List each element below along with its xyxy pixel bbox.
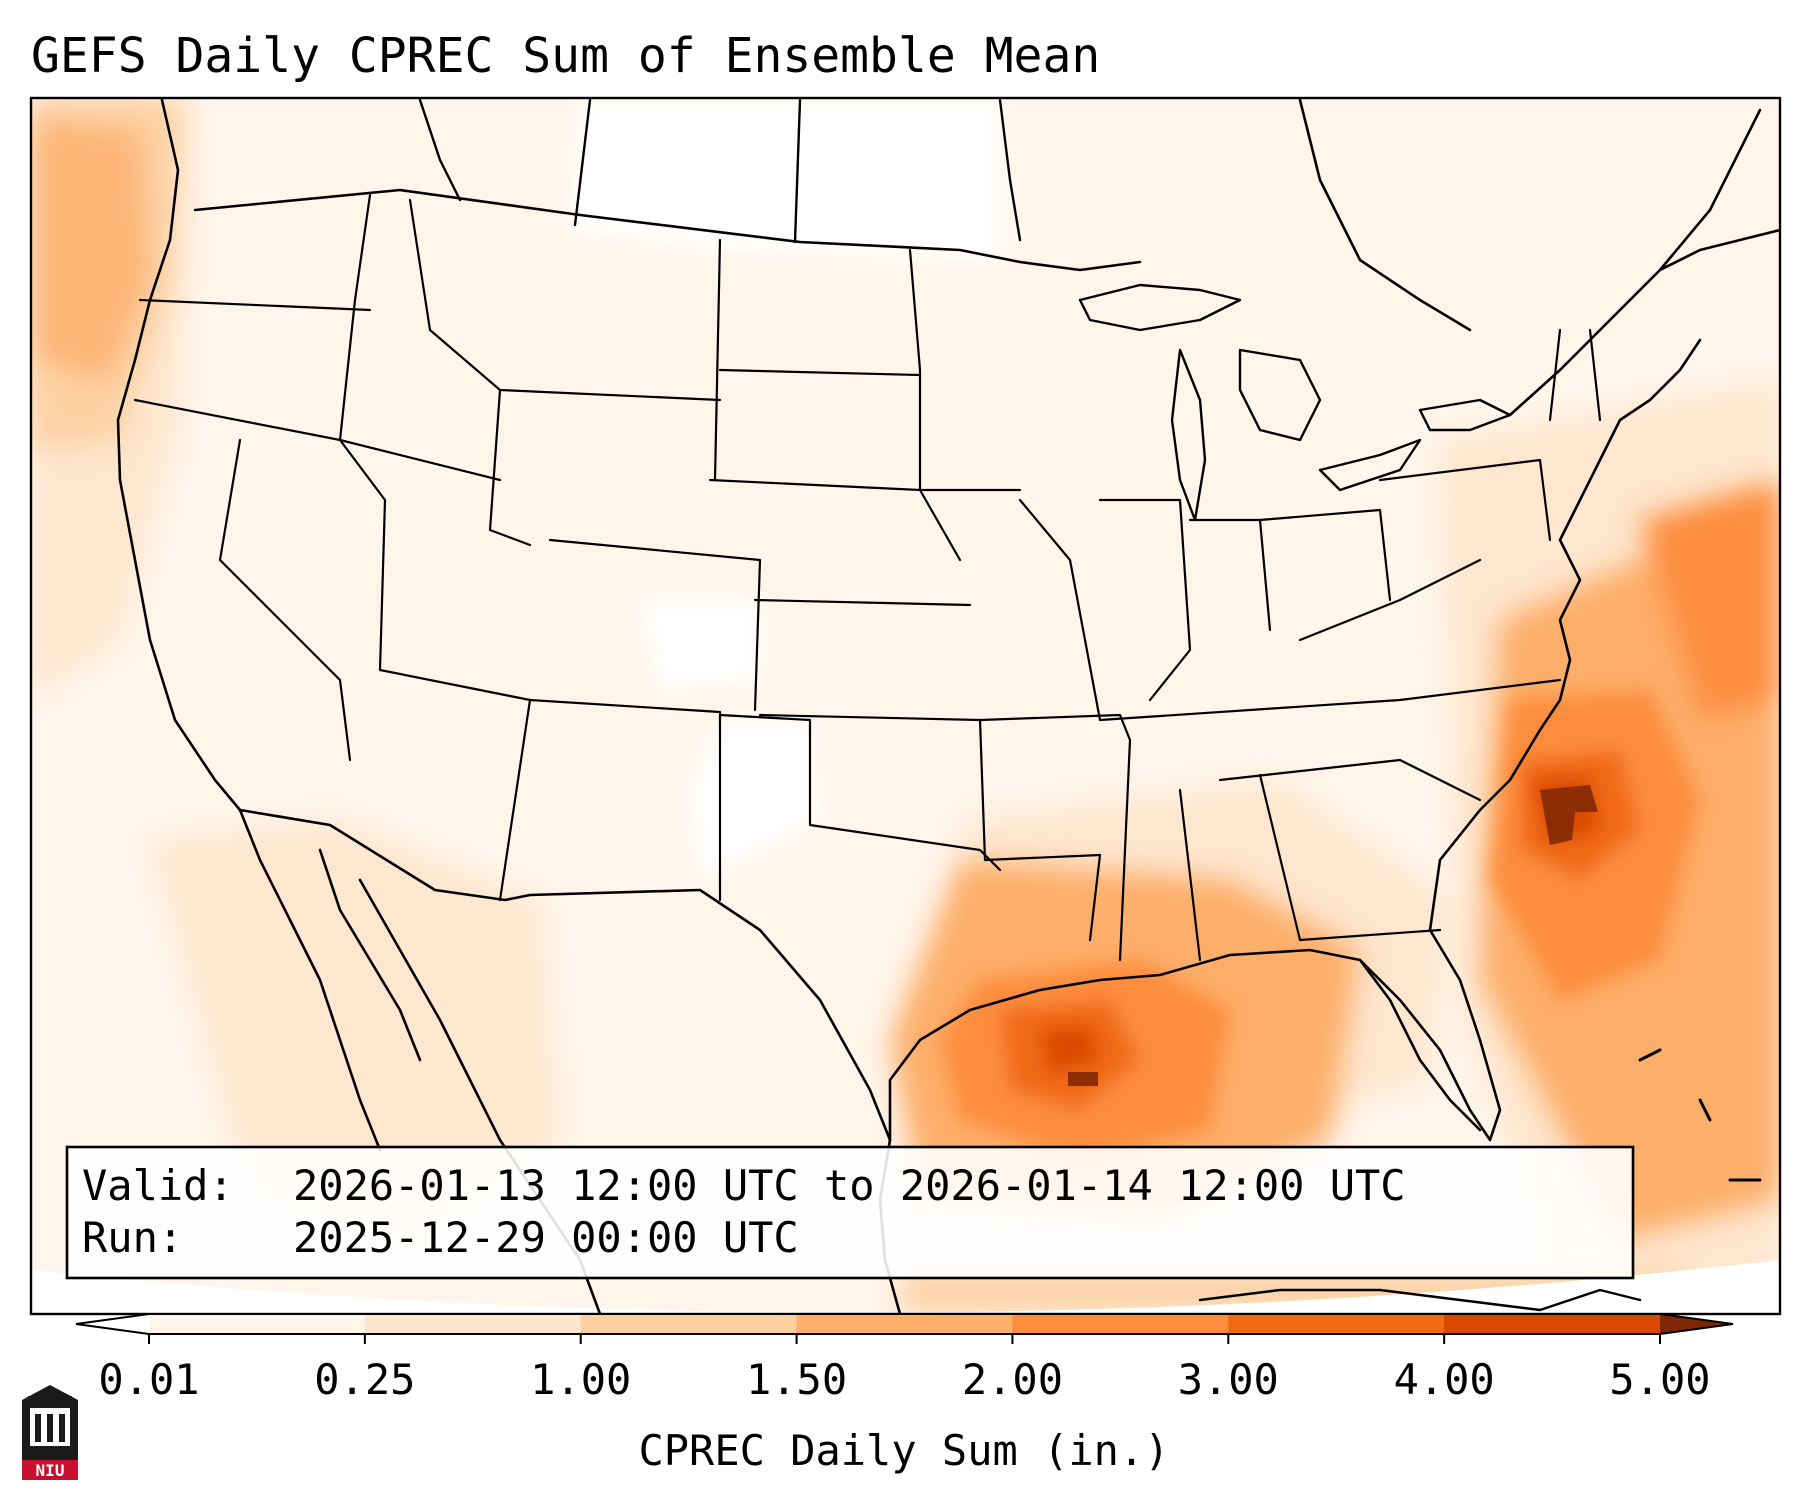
- colorbar-segments: [149, 1314, 1661, 1334]
- state-line-wa-or: [138, 298, 372, 312]
- state-line-az-nm: [498, 698, 532, 902]
- border-us-mexico: [238, 808, 892, 1142]
- lake-superior: [1078, 283, 1242, 332]
- border-us-canada: [193, 188, 1142, 272]
- valid-label: Valid:: [82, 1161, 234, 1210]
- colorbar-tick-label: 0.25: [314, 1355, 415, 1404]
- coastline-baja-west: [238, 808, 382, 1152]
- state-lines: [133, 193, 1602, 962]
- colorbar-tick-label: 4.00: [1394, 1355, 1495, 1404]
- state-line-nv-ut: [338, 438, 532, 702]
- state-line-ok-tx: [718, 713, 1002, 872]
- colorbar-under-arrow: [76, 1314, 149, 1334]
- state-line-oh: [1258, 508, 1392, 602]
- border-canada-province-2: [793, 98, 802, 244]
- lake-huron: [1238, 348, 1322, 442]
- dry-zone-colorado: [640, 600, 760, 690]
- colorbar-segment: [796, 1314, 1013, 1334]
- map-panel: [29, 96, 1782, 1316]
- run-label: Run:: [82, 1213, 183, 1262]
- coastline-hudson: [1298, 98, 1472, 332]
- state-line-pa: [1378, 458, 1552, 542]
- state-line-il: [1098, 498, 1192, 702]
- coastline-florida: [1358, 958, 1482, 1132]
- university-tower-icon: [22, 1385, 78, 1460]
- state-line-sc: [1218, 758, 1482, 802]
- niu-logo-bar: [22, 1460, 78, 1480]
- coastline-gulf: [888, 928, 1502, 1142]
- colorbar-tick-label: 0.01: [98, 1355, 199, 1404]
- niu-logo: NIU: [22, 1385, 78, 1480]
- state-line-co: [548, 538, 762, 712]
- lake-ontario: [1418, 398, 1512, 432]
- state-line-nm: [528, 698, 722, 902]
- colorbar-segment: [364, 1314, 582, 1334]
- state-line-vt-nh: [1588, 328, 1602, 422]
- colorbar-segment: [1444, 1314, 1661, 1334]
- state-line-al-ms: [1178, 788, 1202, 962]
- info-box-frame: [65, 1145, 1635, 1280]
- dry-zone-northern-plains: [570, 100, 1000, 260]
- coastline-atlantic: [1428, 338, 1702, 932]
- colorbar-segment: [1012, 1314, 1229, 1334]
- coastline-baja-east: [318, 848, 422, 1062]
- coastline-bahamas: [1638, 1048, 1762, 1182]
- info-box: Valid: 2026-01-13 12:00 UTC to 2026-01-1…: [65, 1145, 1635, 1280]
- state-line-id: [338, 193, 502, 482]
- state-line-ar-la: [983, 853, 1102, 942]
- border-canada-province-3: [573, 98, 592, 227]
- border-canada-province-1: [998, 98, 1022, 242]
- state-line-mt-wy: [408, 198, 722, 402]
- colorbar-segment: [149, 1314, 366, 1334]
- state-line-mt-nd: [713, 238, 722, 482]
- colorbar-segment: [580, 1314, 798, 1334]
- colorbar-ticks: 0.01 0.25 1.00 1.50 2.00 3.00 4.00 5.00: [98, 1334, 1711, 1404]
- colorbar-tick-label: 1.50: [746, 1355, 847, 1404]
- coastline-canada-east: [1658, 228, 1780, 272]
- state-line-ny-vt: [1548, 328, 1562, 422]
- border-canada-province-4: [418, 98, 462, 202]
- state-line-ky-va: [1298, 558, 1482, 642]
- colorbar-tick-label: 2.00: [962, 1355, 1063, 1404]
- colorbar-label: CPREC Daily Sum (in.): [638, 1426, 1169, 1475]
- state-line-al-ga: [1258, 773, 1302, 942]
- state-line-ne-ks: [753, 598, 972, 607]
- colorbar: 0.01 0.25 1.00 1.50 2.00 3.00 4.00 5.00 CPREC D…: [75, 1313, 1734, 1475]
- colorbar-tick-label: 1.00: [530, 1355, 631, 1404]
- colorbar-tick-label: 5.00: [1609, 1355, 1710, 1404]
- lake-erie: [1318, 438, 1422, 492]
- colorbar-segment: [1228, 1314, 1445, 1334]
- zone-pacific-band: [31, 120, 150, 380]
- colorbar-over-arrow: [1660, 1314, 1733, 1334]
- coastline-cuba: [1198, 1288, 1642, 1312]
- gulf-max-cell: [1068, 1072, 1098, 1086]
- state-line-nv-ca: [218, 438, 352, 762]
- state-line-ia-mo: [1018, 498, 1102, 722]
- high-precip-zones: [940, 690, 1700, 1160]
- state-line-ga-fl: [1298, 928, 1442, 942]
- precip-field: [31, 98, 1780, 1314]
- atlantic-max-cell: [1540, 785, 1598, 845]
- state-line-tn-nc: [1098, 678, 1562, 722]
- run-value: 2025-12-29 00:00 UTC: [293, 1213, 799, 1262]
- state-line-mn: [908, 248, 1022, 492]
- dry-zones: [570, 100, 1000, 880]
- colorbar-tick-label: 3.00: [1178, 1355, 1279, 1404]
- coastline-pacific: [116, 98, 242, 812]
- state-line-or-ca: [133, 398, 342, 442]
- niu-logo-text: NIU: [36, 1461, 65, 1480]
- state-line-ms: [1118, 738, 1132, 962]
- state-line-nd-sd: [718, 368, 922, 377]
- dry-zone-panhandle: [690, 720, 820, 880]
- state-line-mo-ar: [978, 713, 1132, 742]
- figure-title: GEFS Daily CPREC Sum of Ensemble Mean: [31, 28, 1100, 84]
- zone-gulf-peak: [1040, 1025, 1100, 1075]
- zone-atlantic-east: [1640, 480, 1780, 720]
- state-line-wy-ut: [488, 388, 532, 547]
- outside-domain: [31, 1260, 1780, 1314]
- valid-value: 2026-01-13 12:00 UTC to 2026-01-14 12:00…: [293, 1161, 1406, 1210]
